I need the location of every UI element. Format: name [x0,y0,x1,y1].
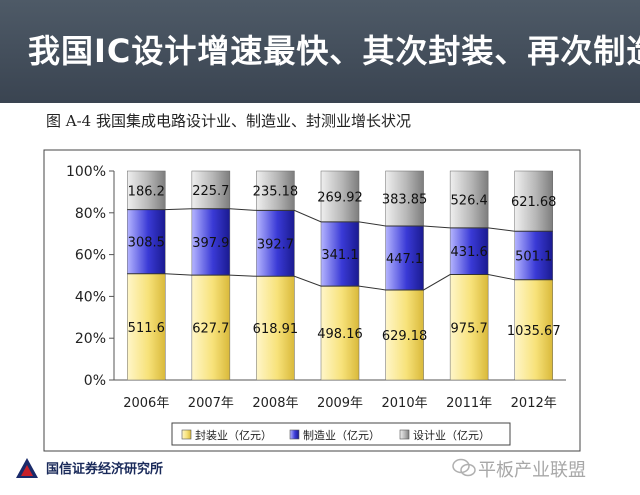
bar-segment [127,273,166,381]
figure-caption: 图 A-4 我国集成电路设计业、制造业、封测业增长状况 [46,112,411,130]
data-label: 501.1 [515,249,552,264]
data-label: 618.91 [253,322,299,337]
y-tick-label: 20% [75,331,106,347]
data-label: 186.2 [128,184,165,199]
data-label: 269.92 [317,190,363,205]
bar-segment [127,170,166,210]
bar-segment [514,279,553,381]
legend-swatch [399,429,410,440]
bar-segment [320,221,360,287]
legend-box [171,422,511,446]
data-label: 225.7 [192,184,229,199]
data-label: 1035.67 [507,324,561,339]
bar-segment [320,170,360,223]
bar-segment [191,208,231,276]
data-label: 621.68 [511,195,557,210]
series-connector-line [127,208,553,232]
plot-area: 0% 20% 40% 60% 80% 100% 511.6 308.5 186.2 2006年 62… [66,164,566,411]
y-tick-label: 100% [66,164,106,180]
bar-segment [127,209,166,274]
company-logo-icon [14,456,40,482]
data-label: 511.6 [128,321,165,336]
x-tick-label: 2010年 [382,396,428,411]
footer-org-name: 国信证券经济研究所 [46,462,164,477]
data-label: 397.9 [192,236,229,251]
y-tick-label: 40% [75,289,106,305]
bar-segment [191,170,231,209]
slide-title: 我国IC设计增速最快、其次封装、再次制造 [28,32,640,70]
bar-segment [320,285,360,381]
title-bar: 我国IC设计增速最快、其次封装、再次制造 [0,0,640,103]
x-tick-label: 2006年 [123,396,169,411]
data-label: 341.1 [321,248,358,263]
bar-segment [256,210,295,277]
x-tick-label: 2011年 [446,396,492,411]
legend-swatch [181,429,192,440]
footer-watermark: 平板产业联盟 [478,460,586,481]
data-label: 392.7 [257,237,294,252]
data-label: 627.7 [192,322,229,337]
data-label: 975.7 [451,321,488,336]
bar-segment [449,274,489,381]
y-tick-label: 80% [75,206,106,222]
data-label: 383.85 [382,192,428,207]
x-tick-label: 2008年 [252,396,298,411]
data-label: 526.4 [451,193,488,208]
x-tick-label: 2007年 [188,396,234,411]
data-label: 308.5 [128,236,165,251]
x-tick-label: 2009年 [317,396,363,411]
bar-segment [449,170,489,229]
legend-swatch [289,429,300,440]
chart-legend: 封装业（亿元） 制造业（亿元） 设计业（亿元） [171,422,511,446]
bar-segment [256,170,295,211]
data-label: 629.18 [382,329,428,344]
bar-segment [385,170,424,227]
bar-segment [385,289,424,381]
wechat-icon [452,458,476,477]
legend-label: 封装业（亿元） [195,428,272,442]
bar-segment [256,276,295,381]
series-connector-line [127,273,553,291]
y-tick-label: 60% [75,248,106,264]
bar-segment [191,274,231,381]
data-label: 235.18 [253,185,299,200]
data-label: 431.6 [451,245,488,260]
bar-segment [385,225,424,291]
data-label: 498.16 [317,327,363,342]
data-label: 447.1 [386,252,423,267]
bar-segment [514,170,553,232]
legend-label: 制造业（亿元） [303,428,380,442]
y-tick-label: 0% [84,373,106,389]
legend-label: 设计业（亿元） [413,429,490,442]
x-tick-label: 2012年 [511,396,557,411]
